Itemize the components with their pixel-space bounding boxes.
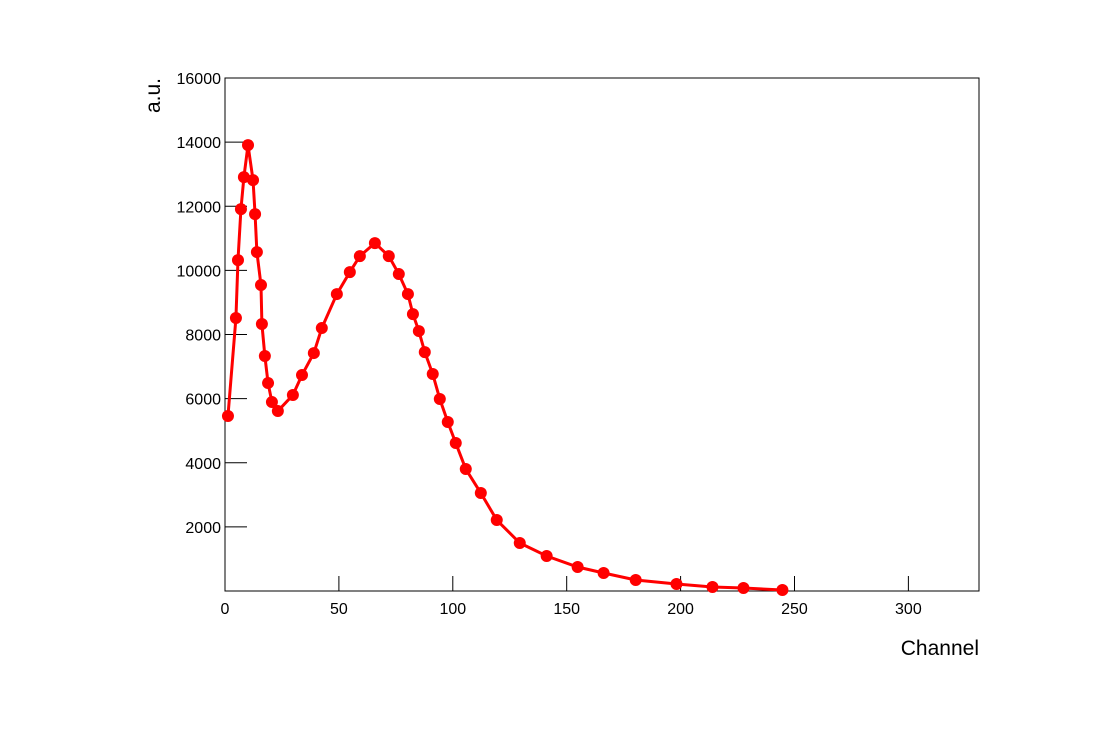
data-point [670,578,683,591]
data-point [629,574,642,587]
data-point [449,437,462,450]
data-point [271,405,284,418]
data-point [237,171,250,184]
data-point [258,350,271,363]
data-point [426,368,439,381]
data-point [255,318,268,331]
y-tick-label: 10000 [177,263,222,280]
data-point [249,208,262,221]
y-tick-label: 6000 [185,392,221,409]
y-tick-label: 16000 [177,71,222,88]
y-tick-label: 8000 [185,328,221,345]
data-point [368,237,381,250]
data-point [234,203,247,216]
y-axis-title: a.u. [142,78,165,113]
x-tick-label: 200 [667,601,694,618]
data-point [221,410,234,423]
x-axis-title: Channel [901,637,979,660]
data-point [254,279,267,292]
data-point [231,254,244,267]
y-tick-label: 14000 [177,135,222,152]
data-point [418,346,431,359]
plot-frame [224,77,980,592]
data-point [242,139,255,152]
x-tick-label: 0 [221,601,230,618]
data-point [490,514,503,527]
data-point [776,584,789,597]
data-point [392,268,405,281]
x-tick-label: 100 [439,601,466,618]
data-point [295,369,308,382]
x-tick-label: 300 [895,601,922,618]
data-point [247,174,260,187]
data-point [286,389,299,402]
y-tick-label: 12000 [177,199,222,216]
data-point [540,550,553,563]
x-tick-label: 150 [553,601,580,618]
x-tick-label: 50 [330,601,348,618]
data-point [353,250,366,263]
data-point [597,567,610,580]
data-point [229,312,242,325]
data-point [459,463,472,476]
y-tick-label: 4000 [185,456,221,473]
data-point [307,347,320,360]
data-point [265,396,278,409]
data-point [474,487,487,500]
data-point [441,416,454,429]
data-point [343,266,356,279]
data-point [401,288,414,301]
data-point [406,308,419,321]
data-point [330,288,343,301]
data-point [315,322,328,335]
data-point [571,561,584,574]
data-line [226,144,783,592]
data-point [382,250,395,263]
data-point [433,393,446,406]
data-point [250,246,263,259]
data-point [737,581,750,594]
x-tick-label: 250 [781,601,808,618]
y-tick-label: 2000 [185,520,221,537]
data-point [706,580,719,593]
data-point [262,377,275,390]
data-point [513,537,526,550]
data-point [412,325,425,338]
